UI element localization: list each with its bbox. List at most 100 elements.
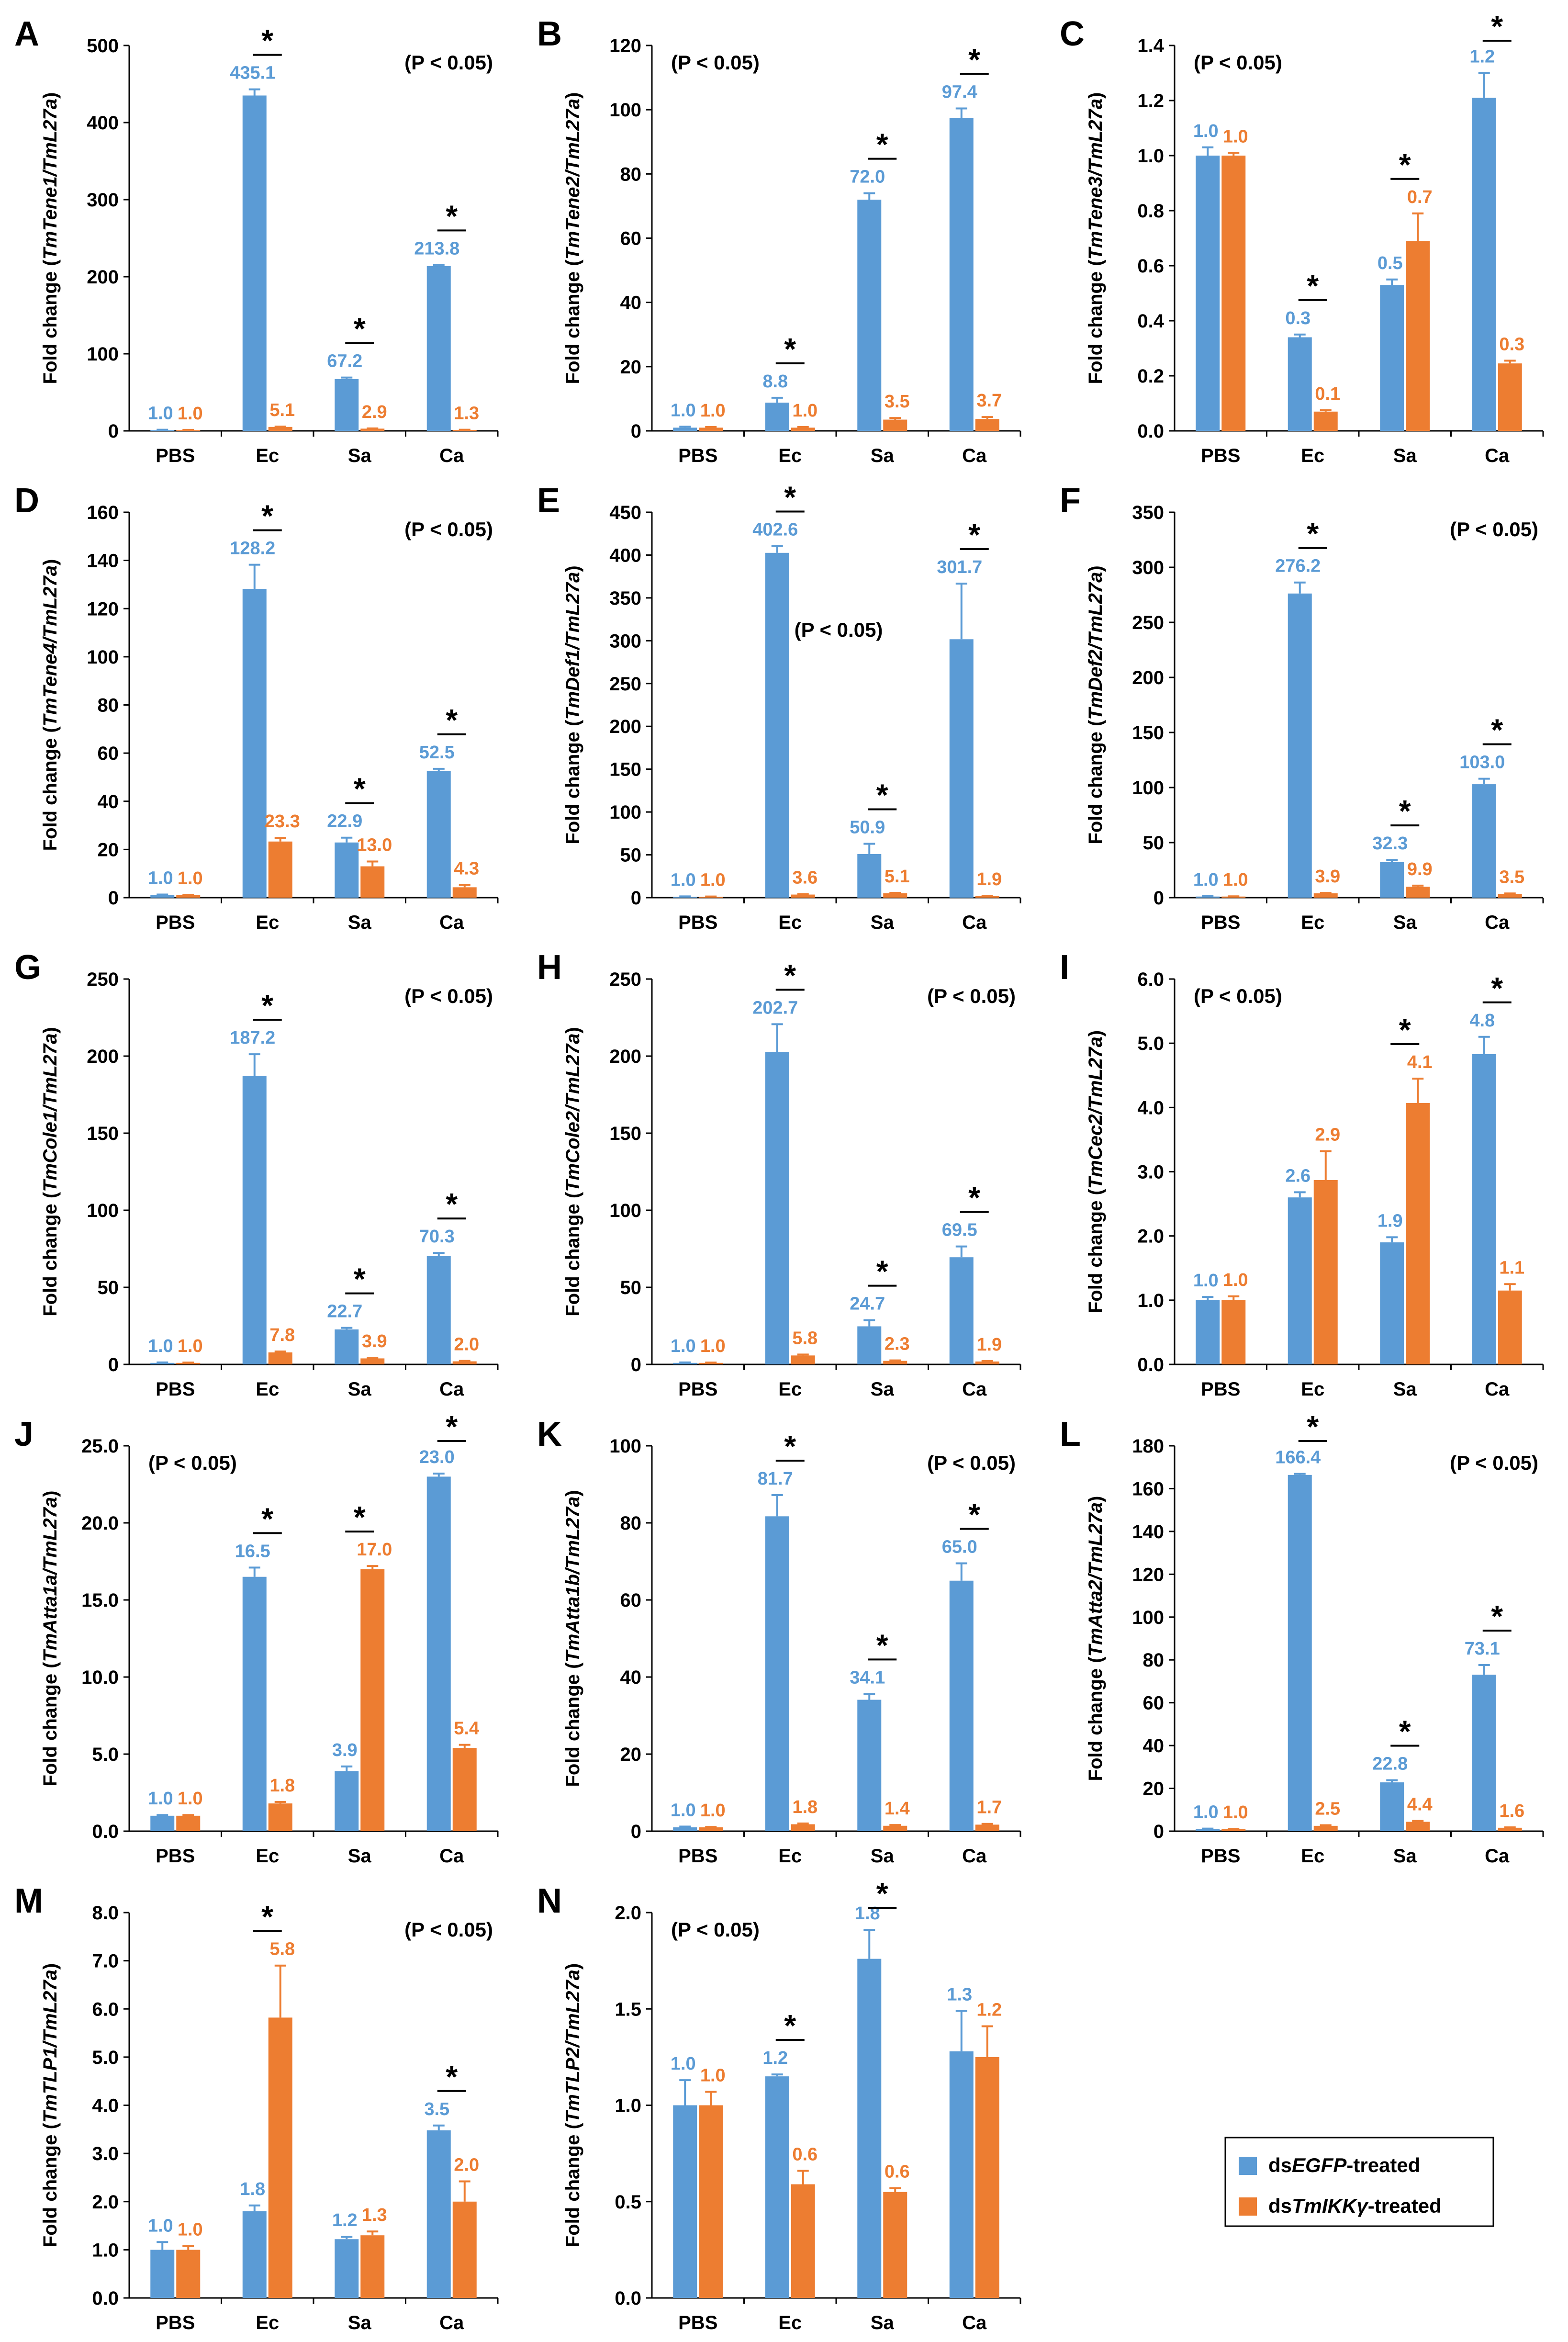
significance-star: *	[1399, 1013, 1411, 1047]
x-tick-label-sa: Sa	[871, 1379, 895, 1400]
ikk-value-label: 1.0	[700, 1336, 726, 1356]
ikk-value-label: 23.3	[265, 811, 300, 832]
ikk-bar-sa	[1406, 887, 1430, 898]
significance-star: *	[354, 772, 366, 806]
chart-panel-I: I Fold change (TmCec2/TmL27a) 0.0 1.0 2.0 3.0…	[1060, 948, 1544, 1400]
panel-letter: H	[537, 948, 562, 987]
ikk-value-label: 0.7	[1407, 187, 1433, 207]
egfp-value-label: 0.3	[1285, 308, 1310, 328]
x-tick-label-ca: Ca	[439, 912, 464, 933]
y-axis-label-suffix: )	[562, 1027, 583, 1033]
x-tick-label-ec: Ec	[1301, 1379, 1324, 1400]
egfp-bar-ca	[1472, 1054, 1496, 1364]
chart-panel-J: J Fold change (TmAtta1a/TmL27a) 0.0 5.0 10.0…	[14, 1409, 499, 1867]
y-tick-label: 120	[1132, 1564, 1164, 1585]
egfp-value-label: 23.0	[419, 1447, 455, 1467]
y-tick-label: 150	[609, 1123, 641, 1144]
x-tick-label-ec: Ec	[1301, 1846, 1324, 1867]
ikk-bar-pbs	[1221, 1300, 1246, 1364]
ikk-value-label: 5.1	[269, 400, 295, 420]
egfp-value-label: 1.0	[671, 1336, 696, 1356]
y-axis-label-prefix: Fold change (	[1085, 259, 1106, 384]
egfp-value-label: 1.2	[1469, 47, 1495, 67]
y-tick-label: 0.4	[1137, 311, 1164, 332]
egfp-bar-sa	[857, 854, 882, 898]
y-tick-label: 0	[108, 888, 119, 909]
y-tick-label: 4.0	[1137, 1097, 1164, 1118]
y-axis-label: Fold change (TmCole1/TmL27a)	[40, 1027, 61, 1317]
ikk-value-label: 1.0	[700, 870, 726, 890]
x-tick-label-ca: Ca	[962, 912, 987, 933]
x-tick-label-ca: Ca	[962, 2312, 987, 2333]
chart-panel-A: A Fold change (TmTene1/TmL27a) 0 100 200 300 4…	[14, 15, 499, 466]
y-tick-label: 4.0	[92, 2095, 119, 2117]
egfp-bar-sa	[335, 842, 359, 898]
ikk-value-label: 5.4	[454, 1719, 479, 1739]
y-axis-label: Fold change (TmTLP1/TmL27a)	[40, 1963, 61, 2247]
egfp-value-label: 22.7	[327, 1302, 362, 1322]
y-tick-label: 120	[609, 35, 641, 56]
egfp-value-label: 0.5	[1378, 253, 1403, 273]
y-axis-label-prefix: Fold change (	[562, 259, 583, 384]
egfp-bar-pbs	[673, 1362, 697, 1364]
ikk-bar-ec	[1313, 1180, 1338, 1364]
y-tick-label: 20	[98, 839, 119, 860]
y-tick-label: 200	[87, 1046, 119, 1067]
significance-star: *	[968, 1498, 980, 1532]
egfp-value-label: 435.1	[230, 63, 275, 83]
egfp-bar-sa	[335, 1329, 359, 1364]
y-axis-label-prefix: Fold change (	[40, 259, 61, 384]
ikk-value-label: 5.8	[792, 1328, 818, 1348]
y-axis-label-suffix: )	[40, 1963, 61, 1970]
x-tick-label-ca: Ca	[1485, 1379, 1510, 1400]
y-tick-label: 2.0	[1137, 1226, 1164, 1247]
legend-gene: TmIKKγ	[1292, 2195, 1369, 2217]
y-axis-label-prefix: Fold change (	[562, 2123, 583, 2248]
y-axis-label: Fold change (TmAtta2/TmL27a)	[1085, 1496, 1106, 1781]
x-tick-label-pbs: PBS	[678, 2312, 717, 2333]
egfp-value-label: 69.5	[942, 1220, 977, 1240]
x-tick-label-pbs: PBS	[678, 912, 717, 933]
egfp-bar-ec	[765, 1052, 789, 1364]
ikk-bar-sa	[360, 1569, 385, 1831]
x-tick-label-ca: Ca	[1485, 912, 1510, 933]
egfp-bar-sa	[1380, 1242, 1404, 1364]
egfp-bar-sa	[857, 1326, 882, 1364]
ikk-value-label: 3.7	[976, 391, 1002, 411]
egfp-value-label: 128.2	[230, 539, 275, 559]
y-axis-label-suffix: )	[1085, 1030, 1106, 1036]
egfp-value-label: 34.1	[850, 1667, 885, 1688]
x-tick-label-pbs: PBS	[156, 2312, 195, 2333]
significance-star: *	[446, 199, 458, 233]
egfp-bar-ec	[765, 402, 789, 431]
p-value-note: (P < 0.05)	[1450, 1452, 1538, 1474]
egfp-bar-sa	[857, 1700, 882, 1831]
panel-letter: M	[14, 1882, 43, 1920]
p-value-note: (P < 0.05)	[671, 1918, 760, 1941]
panel-letter: I	[1060, 948, 1069, 987]
y-axis-label: Fold change (TmAtta1b/TmL27a)	[562, 1490, 583, 1787]
y-tick-label: 100	[609, 802, 641, 823]
y-axis-label: Fold change (TmAtta1a/TmL27a)	[40, 1491, 61, 1787]
ikk-value-label: 7.8	[269, 1325, 295, 1345]
y-axis-label: Fold change (TmDef2/TmL27a)	[1085, 565, 1106, 844]
egfp-bar-ca	[949, 2051, 974, 2298]
chart-panel-H: H Fold change (TmCole2/TmL27a) 0 50 100 150 20…	[537, 948, 1021, 1400]
egfp-value-label: 3.9	[332, 1740, 358, 1760]
x-tick-label-sa: Sa	[871, 1846, 895, 1867]
egfp-value-label: 4.8	[1469, 1011, 1495, 1031]
x-tick-label-ec: Ec	[1301, 445, 1324, 466]
y-axis-label-gene: TmTLP1/TmL27a	[40, 1970, 61, 2123]
x-tick-label-pbs: PBS	[156, 1846, 195, 1867]
egfp-bar-ec	[242, 1076, 267, 1364]
p-value-note: (P < 0.05)	[404, 518, 493, 540]
egfp-value-label: 32.3	[1372, 833, 1408, 854]
y-axis-label-prefix: Fold change (	[40, 1192, 61, 1317]
y-axis-label: Fold change (TmTene3/TmL27a)	[1085, 92, 1106, 384]
egfp-value-label: 1.0	[148, 868, 173, 888]
ikk-bar-sa	[360, 1358, 385, 1364]
significance-star: *	[261, 23, 273, 58]
significance-star: *	[261, 1900, 273, 1934]
significance-star: *	[968, 1181, 980, 1215]
x-tick-label-ec: Ec	[256, 445, 279, 466]
